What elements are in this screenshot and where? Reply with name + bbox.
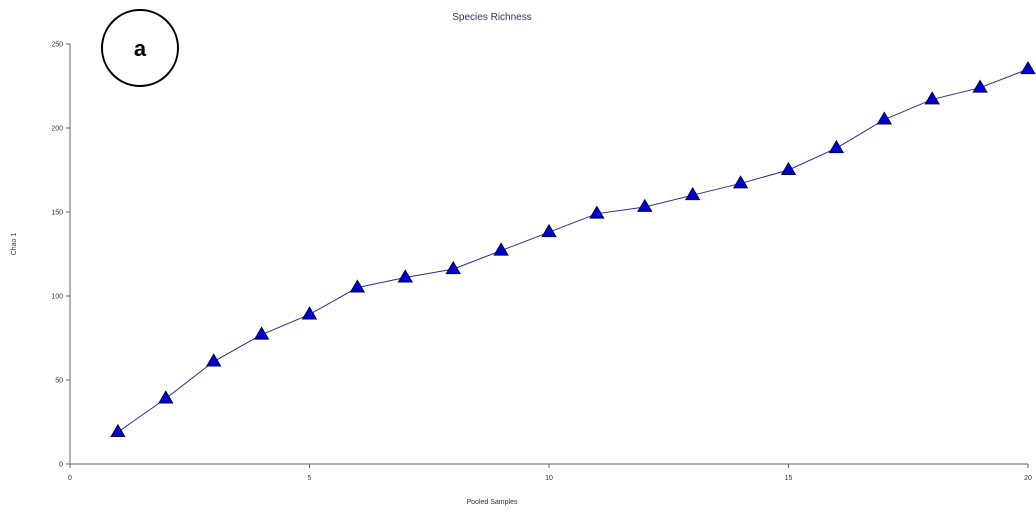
data-point-marker: [541, 223, 557, 238]
data-point-marker: [972, 79, 988, 93]
y-tick-label: 0: [59, 462, 63, 469]
data-point-marker: [924, 91, 940, 105]
panel-label-badge: a: [101, 9, 179, 87]
data-point-marker: [876, 111, 892, 125]
data-point-marker: [206, 353, 222, 367]
data-point-marker: [828, 139, 845, 154]
chart-title: Species Richness: [452, 12, 531, 23]
y-tick-label: 200: [51, 126, 63, 133]
data-point-marker: [158, 390, 174, 404]
x-axis-ticks: 0 5 10 15 20: [68, 464, 1032, 482]
data-point-marker: [637, 198, 653, 212]
data-point-marker: [685, 186, 701, 201]
y-tick-label: 50: [55, 378, 63, 385]
data-point-marker: [780, 161, 797, 175]
series-line: [117, 68, 1029, 433]
x-axis-label: Pooled Samples: [467, 499, 518, 506]
data-point-marker: [732, 175, 749, 189]
data-point-marker: [349, 279, 366, 293]
panel-label-text: a: [134, 36, 147, 61]
data-point-marker: [1020, 60, 1036, 75]
data-point-marker: [493, 242, 509, 256]
panel-label-circle: [101, 9, 179, 87]
y-tick-label: 100: [51, 294, 63, 301]
data-point-marker: [445, 260, 461, 275]
data-point-marker: [589, 205, 605, 219]
y-axis-ticks: 0 50 100 150 200 250: [51, 42, 70, 469]
y-tick-label: 250: [51, 42, 63, 49]
data-point-marker: [397, 269, 413, 283]
x-tick-label: 10: [545, 475, 553, 482]
y-axis-label: Chao 1: [11, 233, 18, 256]
data-point-marker: [253, 326, 270, 340]
x-tick-label: 15: [785, 475, 793, 482]
series-layer: [110, 60, 1036, 438]
data-point-marker: [110, 423, 126, 438]
data-point-marker: [301, 306, 318, 320]
y-tick-label: 150: [51, 210, 63, 217]
x-tick-label: 20: [1024, 475, 1032, 482]
x-tick-label: 5: [308, 475, 312, 482]
x-tick-label: 0: [68, 475, 72, 482]
